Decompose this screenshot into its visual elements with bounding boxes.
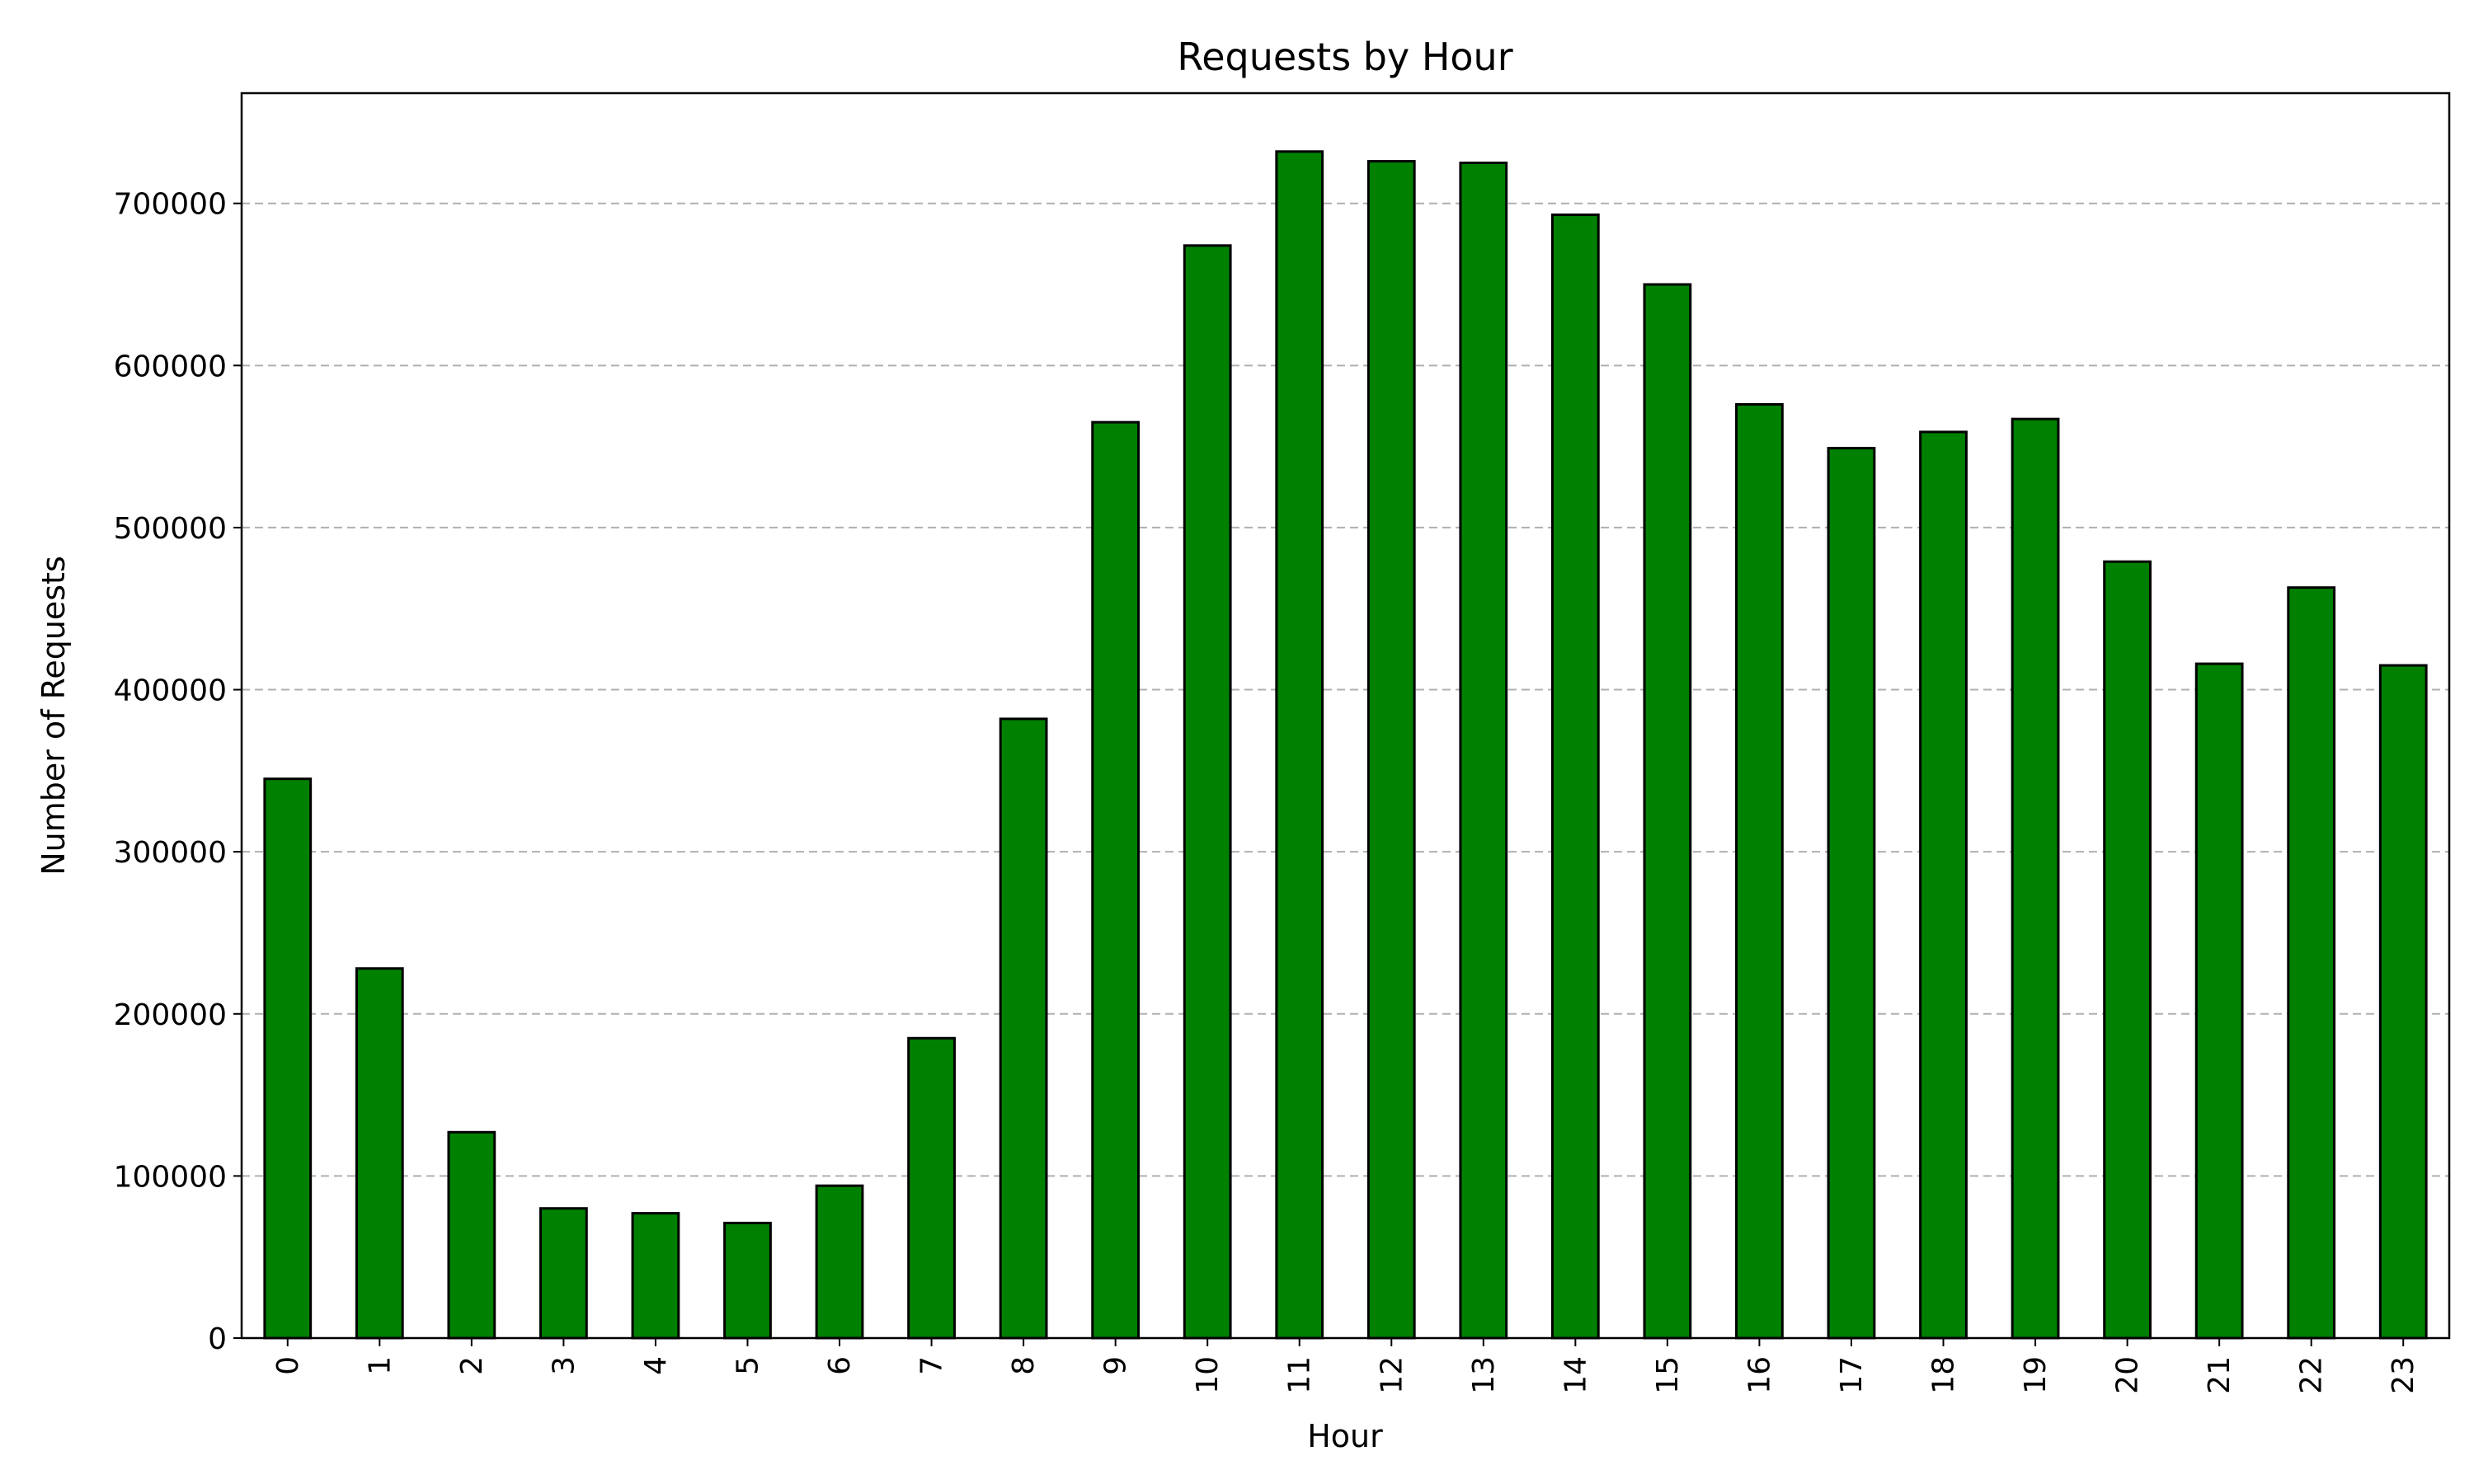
x-tick-label: 19: [2019, 1356, 2053, 1394]
bars: [263, 150, 2428, 1340]
x-tick-label: 20: [2111, 1356, 2145, 1394]
x-tick-label: 7: [915, 1356, 949, 1375]
x-tick-label: 6: [823, 1356, 857, 1375]
bar-hour-0: [263, 777, 313, 1340]
y-tick-label: 600000: [114, 350, 227, 383]
y-tick-label: 700000: [114, 188, 227, 222]
x-tick-label: 23: [2387, 1356, 2420, 1394]
bar-hour-2: [447, 1130, 496, 1340]
bar-hour-6: [815, 1184, 864, 1340]
bar-hour-23: [2378, 664, 2428, 1340]
y-tick-label: 100000: [114, 1160, 227, 1194]
x-tick-label: 18: [1927, 1356, 1961, 1394]
x-tick-label: 5: [731, 1356, 764, 1375]
bar-hour-19: [2011, 417, 2060, 1340]
x-tick-label: 10: [1191, 1356, 1225, 1394]
bar-hour-4: [631, 1212, 680, 1340]
bar-hour-1: [355, 967, 404, 1340]
bar-hour-8: [999, 717, 1048, 1340]
x-tick-label: 8: [1007, 1356, 1041, 1375]
x-tick-label: 1: [363, 1356, 397, 1375]
x-tick-label: 11: [1283, 1356, 1317, 1394]
bar-hour-16: [1735, 403, 1784, 1340]
y-axis-ticks: 0 100000 200000 300000 400000 500000 600000 700…: [114, 188, 242, 1356]
x-tick-label: 9: [1099, 1356, 1133, 1375]
bar-hour-13: [1459, 162, 1508, 1340]
bar-hour-9: [1091, 420, 1141, 1340]
x-tick-label: 12: [1375, 1356, 1409, 1394]
bar-hour-5: [723, 1221, 772, 1340]
y-tick-label: 400000: [114, 674, 227, 708]
y-axis-label: Number of Requests: [35, 556, 72, 876]
x-axis-ticks: 0 1 2 3 4 5 6 7 8 9 10 11 12 13 14 15 16 17 18 19 20 21 22 23: [271, 1338, 2420, 1394]
bar-hour-18: [1919, 430, 1968, 1340]
x-axis-label: Hour: [1307, 1418, 1383, 1454]
x-tick-label: 22: [2295, 1356, 2329, 1394]
x-tick-label: 4: [639, 1356, 673, 1375]
bar-hour-7: [907, 1036, 956, 1340]
x-tick-label: 13: [1467, 1356, 1501, 1394]
x-tick-label: 0: [271, 1356, 305, 1375]
plot-area-frame: [240, 92, 2451, 1340]
x-tick-label: 21: [2203, 1356, 2236, 1394]
bar-hour-11: [1275, 150, 1324, 1340]
bar-hour-10: [1183, 244, 1232, 1340]
y-tick-label: 200000: [114, 998, 227, 1032]
chart-title: Requests by Hour: [1177, 35, 1512, 79]
bar-hour-21: [2194, 662, 2244, 1340]
x-tick-label: 16: [1743, 1356, 1776, 1394]
x-tick-label: 2: [455, 1356, 489, 1375]
x-tick-label: 15: [1651, 1356, 1685, 1394]
bar-hour-15: [1643, 283, 1692, 1340]
bar-hour-3: [539, 1207, 588, 1340]
y-tick-label: 300000: [114, 836, 227, 870]
bar-hour-17: [1827, 447, 1876, 1340]
x-tick-label: 14: [1559, 1356, 1592, 1394]
bar-hour-22: [2287, 586, 2336, 1340]
grid-lines: [242, 202, 2449, 1177]
x-tick-label: 3: [547, 1356, 581, 1375]
y-tick-label: 0: [208, 1322, 227, 1356]
bar-hour-20: [2103, 560, 2152, 1340]
y-tick-label: 500000: [114, 512, 227, 546]
x-tick-label: 17: [1835, 1356, 1869, 1394]
bar-hour-12: [1366, 160, 1416, 1340]
bar-hour-14: [1550, 213, 1600, 1340]
